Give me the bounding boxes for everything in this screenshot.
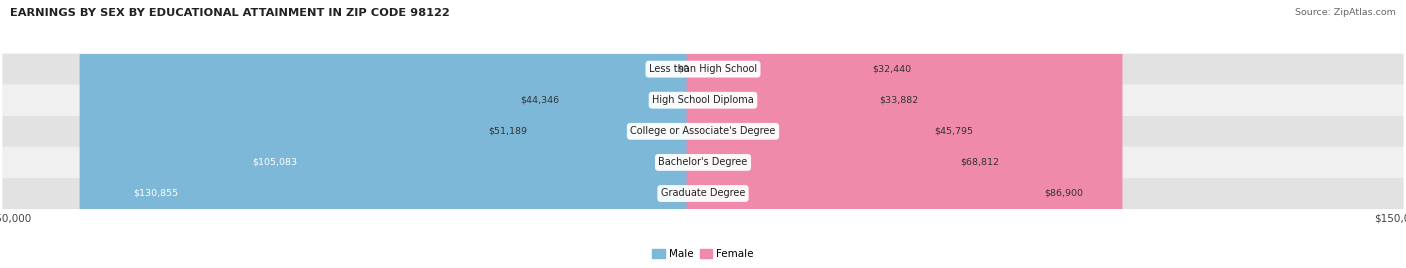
Text: $45,795: $45,795 [934, 127, 973, 136]
Text: $105,083: $105,083 [253, 158, 298, 167]
FancyBboxPatch shape [3, 116, 1403, 147]
Text: $32,440: $32,440 [872, 65, 911, 74]
FancyBboxPatch shape [3, 178, 1403, 209]
Text: EARNINGS BY SEX BY EDUCATIONAL ATTAINMENT IN ZIP CODE 98122: EARNINGS BY SEX BY EDUCATIONAL ATTAINMEN… [10, 8, 450, 18]
Text: $0: $0 [678, 65, 689, 74]
Text: Less than High School: Less than High School [650, 64, 756, 74]
FancyBboxPatch shape [686, 0, 1039, 268]
FancyBboxPatch shape [80, 0, 720, 268]
FancyBboxPatch shape [3, 147, 1403, 178]
FancyBboxPatch shape [686, 0, 932, 268]
Text: Source: ZipAtlas.com: Source: ZipAtlas.com [1295, 8, 1396, 17]
Text: $86,900: $86,900 [1045, 189, 1083, 198]
FancyBboxPatch shape [200, 0, 720, 268]
Text: High School Diploma: High School Diploma [652, 95, 754, 105]
FancyBboxPatch shape [686, 0, 1122, 268]
Text: $130,855: $130,855 [134, 189, 179, 198]
Text: $68,812: $68,812 [960, 158, 1000, 167]
Text: College or Associate's Degree: College or Associate's Degree [630, 126, 776, 136]
FancyBboxPatch shape [686, 0, 876, 268]
Text: Bachelor's Degree: Bachelor's Degree [658, 157, 748, 168]
Text: Graduate Degree: Graduate Degree [661, 188, 745, 199]
FancyBboxPatch shape [481, 0, 720, 268]
FancyBboxPatch shape [3, 85, 1403, 116]
FancyBboxPatch shape [450, 0, 720, 268]
Text: $33,882: $33,882 [879, 96, 918, 105]
Text: $51,189: $51,189 [489, 127, 527, 136]
FancyBboxPatch shape [3, 54, 1403, 85]
Legend: Male, Female: Male, Female [648, 244, 758, 263]
FancyBboxPatch shape [686, 0, 870, 268]
Text: $44,346: $44,346 [520, 96, 560, 105]
